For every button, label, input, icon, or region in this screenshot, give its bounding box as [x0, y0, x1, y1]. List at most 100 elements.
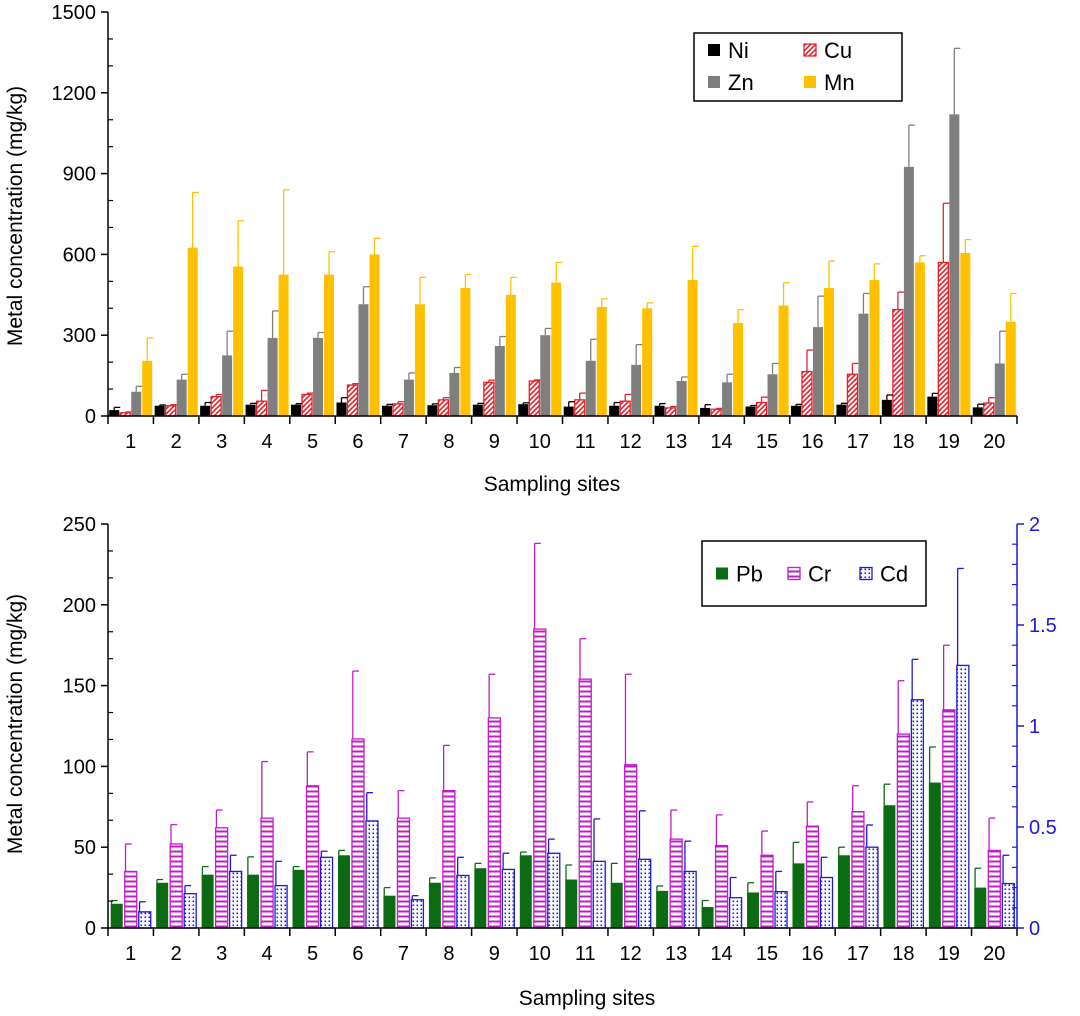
top-x-tick-label: 2	[171, 431, 182, 453]
top-legend-label-cu: Cu	[824, 38, 852, 63]
top-bar-mn-site-9	[505, 294, 516, 416]
top-y-tick-label: 0	[85, 406, 96, 428]
top-bar-zn-site-13	[676, 380, 687, 416]
bottom-error-bar-cr-site-7	[397, 789, 405, 819]
top-bar-zn-site-1	[131, 391, 142, 416]
bottom-bar-cr-site-15	[760, 854, 774, 929]
top-error-bar-mn-site-10	[555, 261, 563, 283]
top-bar-ni-site-10	[518, 404, 529, 416]
top-error-bar-mn-site-18	[919, 255, 926, 263]
top-bar-cu-site-13	[664, 407, 677, 417]
top-error-bar-zn-site-19	[953, 47, 961, 115]
bottom-error-bar-pb-site-3	[201, 865, 209, 875]
top-bar-ni-site-1	[109, 410, 120, 416]
bottom-legend-swatch-cr	[787, 566, 801, 581]
bottom-x-tick-label: 10	[529, 943, 551, 965]
bottom-bar-cd-site-10	[547, 852, 561, 929]
bottom-error-bar-pb-site-5	[292, 865, 300, 870]
top-error-bar-mn-site-1	[146, 337, 154, 361]
top-bar-cu-site-18	[892, 308, 904, 417]
top-error-bar-mn-site-11	[601, 298, 608, 307]
bottom-bar-pb-site-11	[565, 879, 578, 928]
bottom-bar-cr-site-2	[169, 843, 183, 929]
top-bar-cu-site-15	[755, 401, 768, 417]
top-error-bar-ni-site-16	[795, 403, 802, 406]
bottom-bar-cd-site-20	[1001, 882, 1015, 929]
top-x-tick-label: 9	[489, 431, 500, 453]
bottom-bar-pb-site-10	[519, 855, 532, 928]
top-bar-zn-site-8	[449, 372, 460, 416]
top-error-bar-mn-site-17	[873, 263, 881, 280]
top-error-bar-mn-site-6	[373, 237, 381, 255]
top-error-bar-ni-site-4	[249, 402, 257, 405]
bottom-legend-swatch-cd	[859, 566, 873, 581]
bottom-bar-cr-site-4	[260, 817, 274, 929]
top-bar-mn-site-1	[142, 360, 153, 416]
bottom-y-tick-label: 200	[63, 595, 96, 617]
top-bar-ni-site-6	[336, 402, 347, 416]
bottom-bar-cr-site-20	[987, 849, 1001, 929]
top-error-bar-cu-site-4	[260, 389, 268, 402]
bottom-bar-cd-site-1	[138, 911, 152, 929]
top-bar-cu-site-6	[346, 384, 359, 417]
bottom-error-bar-pb-site-14	[701, 899, 709, 907]
bottom-legend-swatch-pb	[716, 567, 728, 580]
bottom-error-bar-pb-site-6	[338, 849, 345, 856]
bottom-bar-cd-site-16	[819, 876, 834, 929]
top-bar-zn-site-2	[176, 379, 187, 416]
top-bar-mn-site-20	[1005, 321, 1016, 416]
bottom-error-bar-cd-site-16	[820, 856, 828, 878]
top-error-bar-ni-site-14	[704, 404, 712, 408]
bottom-bar-cr-site-11	[578, 678, 592, 929]
top-error-bar-cu-site-7	[397, 401, 404, 404]
top-bar-cu-site-11	[574, 399, 586, 417]
top-error-bar-cu-site-11	[579, 392, 586, 400]
bottom-error-bar-pb-site-2	[156, 878, 164, 883]
top-bar-zn-site-5	[313, 337, 324, 416]
bottom-y-tick-label: 50	[74, 837, 96, 859]
bottom-error-bar-cr-site-11	[579, 638, 587, 680]
bottom-bar-cr-site-6	[351, 738, 365, 929]
top-legend-swatch-mn	[804, 76, 816, 88]
bottom-error-bar-cd-site-9	[502, 852, 510, 870]
top-bar-ni-site-5	[291, 404, 302, 416]
bottom-bar-cr-site-12	[624, 764, 638, 929]
bottom-error-bar-cr-site-5	[306, 751, 314, 786]
top-error-bar-mn-site-2	[192, 191, 199, 248]
top-bar-zn-site-14	[722, 382, 733, 416]
top-error-bar-zn-site-17	[862, 292, 870, 314]
bottom-chart-legend: Pb Cr Cd	[701, 540, 927, 607]
top-error-bar-cu-site-14	[715, 407, 723, 410]
top-y-tick-label: 1500	[52, 2, 97, 24]
bottom-error-bar-cr-site-16	[806, 801, 814, 827]
bottom-bar-cd-site-5	[319, 856, 334, 929]
bottom-error-bar-cd-site-6	[366, 792, 373, 821]
top-error-bar-ni-site-1	[113, 406, 121, 411]
top-bar-zn-site-6	[358, 304, 369, 416]
bottom-bar-cr-site-7	[396, 817, 411, 929]
bottom-bar-pb-site-8	[428, 882, 441, 928]
bottom-bar-cr-site-10	[533, 628, 547, 929]
bottom-error-bar-cd-site-20	[1002, 854, 1010, 884]
top-error-bar-ni-site-7	[386, 403, 393, 406]
bottom-error-bar-cr-site-3	[215, 809, 223, 828]
top-error-bar-mn-site-16	[828, 260, 835, 289]
top-error-bar-cu-site-17	[851, 362, 859, 375]
bottom-bar-cr-site-1	[124, 870, 138, 929]
top-error-bar-zn-site-5	[317, 331, 325, 338]
top-error-bar-mn-site-7	[419, 276, 426, 305]
bottom-error-bar-cr-site-10	[533, 542, 541, 630]
bottom-bar-cd-site-3	[228, 870, 243, 929]
top-x-tick-label: 17	[847, 431, 869, 453]
bottom-legend-item-cr: Cr	[787, 562, 831, 587]
top-x-tick-label: 7	[398, 431, 409, 453]
top-legend-label-zn: Zn	[728, 70, 754, 95]
bottom-error-bar-pb-site-10	[519, 851, 527, 856]
top-bar-cu-site-17	[846, 373, 859, 417]
top-x-tick-label: 19	[938, 431, 960, 453]
top-x-tick-label: 8	[443, 431, 454, 453]
bottom-error-bar-cr-site-13	[670, 809, 678, 840]
bottom-error-bar-cr-site-18	[897, 680, 905, 735]
bottom-bar-pb-site-17	[837, 855, 850, 928]
bottom-error-bar-cr-site-9	[488, 673, 496, 718]
